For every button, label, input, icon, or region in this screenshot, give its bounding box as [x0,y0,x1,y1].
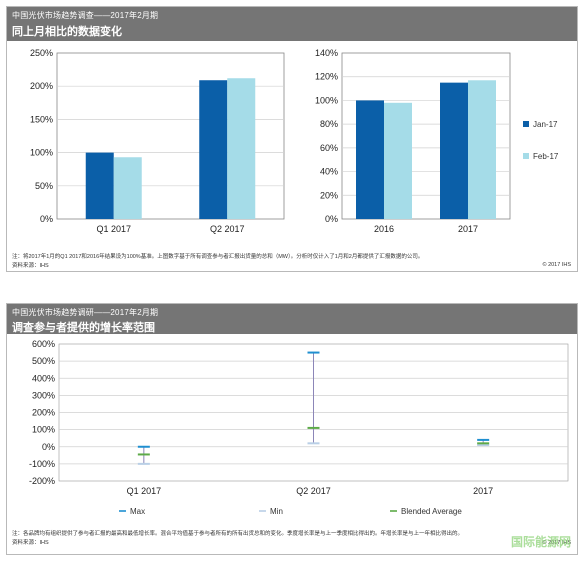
bar-feb-17 [384,102,412,219]
bar-jan-17 [440,82,468,219]
bar-feb-17 [113,157,142,219]
range-chart-growth: -200% -100% 0% 100% 200% 300% 400% 500% 600% Q1 2… [29,339,569,516]
watermark-logo: 国际能源网 [510,535,571,549]
footnote-source: 资料来源：IHS [12,540,49,546]
panel-header: 中国光伏市场趋势调研——2017年2月期 调查参与者提供的增长率范围 [7,304,577,334]
footnote-source: 资料来源：IHS [12,263,49,269]
y-tick-label: 400% [32,373,55,383]
y-tick-label: 0% [42,442,55,452]
panel-supertitle: 中国光伏市场趋势调研——2017年2月期 [12,308,159,317]
bar-feb-17 [227,78,256,219]
x-tick-label: 2017 [473,486,493,496]
panel-header: 中国光伏市场趋势调查——2017年2月期 同上月相比的数据变化 [7,7,577,41]
y-tick-label: 100% [32,425,55,435]
panel-title: 同上月相比的数据变化 [12,26,122,38]
bar-jan-17 [85,152,114,219]
y-tick-label: 140% [315,48,338,58]
legend-label: Feb-17 [533,152,559,161]
chart-panel-monthly-change: 中国光伏市场趋势调查——2017年2月期 同上月相比的数据变化 0% 50% 100… [6,6,578,272]
legend-swatch [523,121,529,127]
y-tick-label: 600% [32,339,55,349]
bar-chart-quarterly: 0% 50% 100% 150% 200% 250% Q1 2017 Q2 2017 [30,48,285,234]
plot-area [56,52,285,220]
chart-panel-growth-range: 中国光伏市场趋势调研——2017年2月期 调查参与者提供的增长率范围 -200%… [6,303,578,555]
y-tick-label: 0% [325,214,338,224]
legend-label: Max [130,507,145,516]
x-tick-label: Q1 2017 [127,486,162,496]
y-tick-label: 200% [30,81,53,91]
footnote-text: 注：各品牌均有组织提供了参与者汇报的最高和最低增长率。混合平均值基于参与者所有的… [12,531,464,537]
y-tick-label: -100% [29,459,55,469]
y-tick-label: 60% [320,143,338,153]
y-tick-label: 100% [315,95,338,105]
y-tick-label: 250% [30,48,53,58]
y-tick-label: 50% [35,181,53,191]
y-tick-label: 150% [30,114,53,124]
plot-area [341,52,511,220]
y-tick-label: 80% [320,119,338,129]
x-tick-label: Q1 2017 [96,224,131,234]
x-tick-label: Q2 2017 [210,224,245,234]
bar-jan-17 [199,80,228,219]
y-tick-label: 300% [32,390,55,400]
bar-feb-17 [468,80,496,219]
y-tick-label: 120% [315,72,338,82]
x-tick-label: Q2 2017 [296,486,331,496]
panel-title: 调查参与者提供的增长率范围 [12,322,155,334]
y-tick-label: 20% [320,190,338,200]
copyright: © 2017 IHS [542,540,571,546]
y-tick-label: 200% [32,408,55,418]
y-tick-label: 0% [40,214,53,224]
y-tick-label: 40% [320,167,338,177]
panel-supertitle: 中国光伏市场趋势调查——2017年2月期 [12,11,159,20]
x-tick-label: 2016 [374,224,394,234]
x-tick-label: 2017 [458,224,478,234]
footnote: 注：将2017年1月的Q1 2017和2016年结果设为100%基准。上图数字基… [12,253,423,271]
y-tick-label: -200% [29,476,55,486]
copyright: © 2017 IHS [542,262,571,268]
y-tick-label: 100% [30,148,53,158]
bar-chart-yearly: 0% 20% 40% 60% 80% 100% 120% 140% 2016 2017 Jan-17… [315,48,559,234]
legend-swatch [523,153,529,159]
legend-label: Min [270,507,283,516]
y-tick-label: 500% [32,356,55,366]
bar-jan-17 [356,100,384,219]
legend-label: Blended Average [401,507,462,516]
legend-label: Jan-17 [533,120,558,129]
footnote: 注：各品牌均有组织提供了参与者汇报的最高和最低增长率。混合平均值基于参与者所有的… [12,530,463,548]
footnote-text: 注：将2017年1月的Q1 2017和2016年结果设为100%基准。上图数字基… [12,254,424,260]
